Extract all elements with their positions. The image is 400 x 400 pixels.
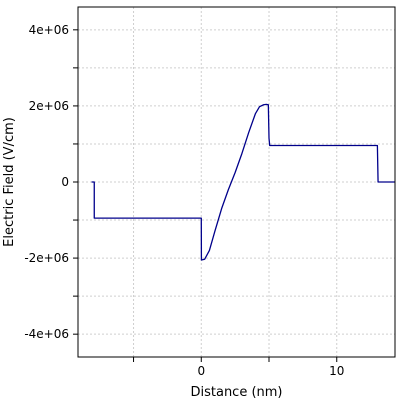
- x-tick-label: 10: [329, 364, 344, 378]
- y-tick-label: 0: [61, 175, 69, 189]
- grid-lines: [78, 7, 395, 357]
- electric-field-line: [91, 103, 395, 261]
- y-tick-label: -4e+06: [24, 327, 69, 341]
- x-tick-label: 0: [197, 364, 205, 378]
- axis-ticks: 0 10 4e+06 2e+06 0 -2e+06 -4e+06: [24, 23, 344, 378]
- y-axis-title: Electric Field (V/cm): [2, 117, 17, 247]
- y-tick-label: 4e+06: [29, 23, 69, 37]
- data-series: [91, 103, 395, 261]
- y-tick-label: 2e+06: [29, 99, 69, 113]
- x-axis-title: Distance (nm): [190, 385, 282, 400]
- y-tick-label: -2e+06: [24, 251, 69, 265]
